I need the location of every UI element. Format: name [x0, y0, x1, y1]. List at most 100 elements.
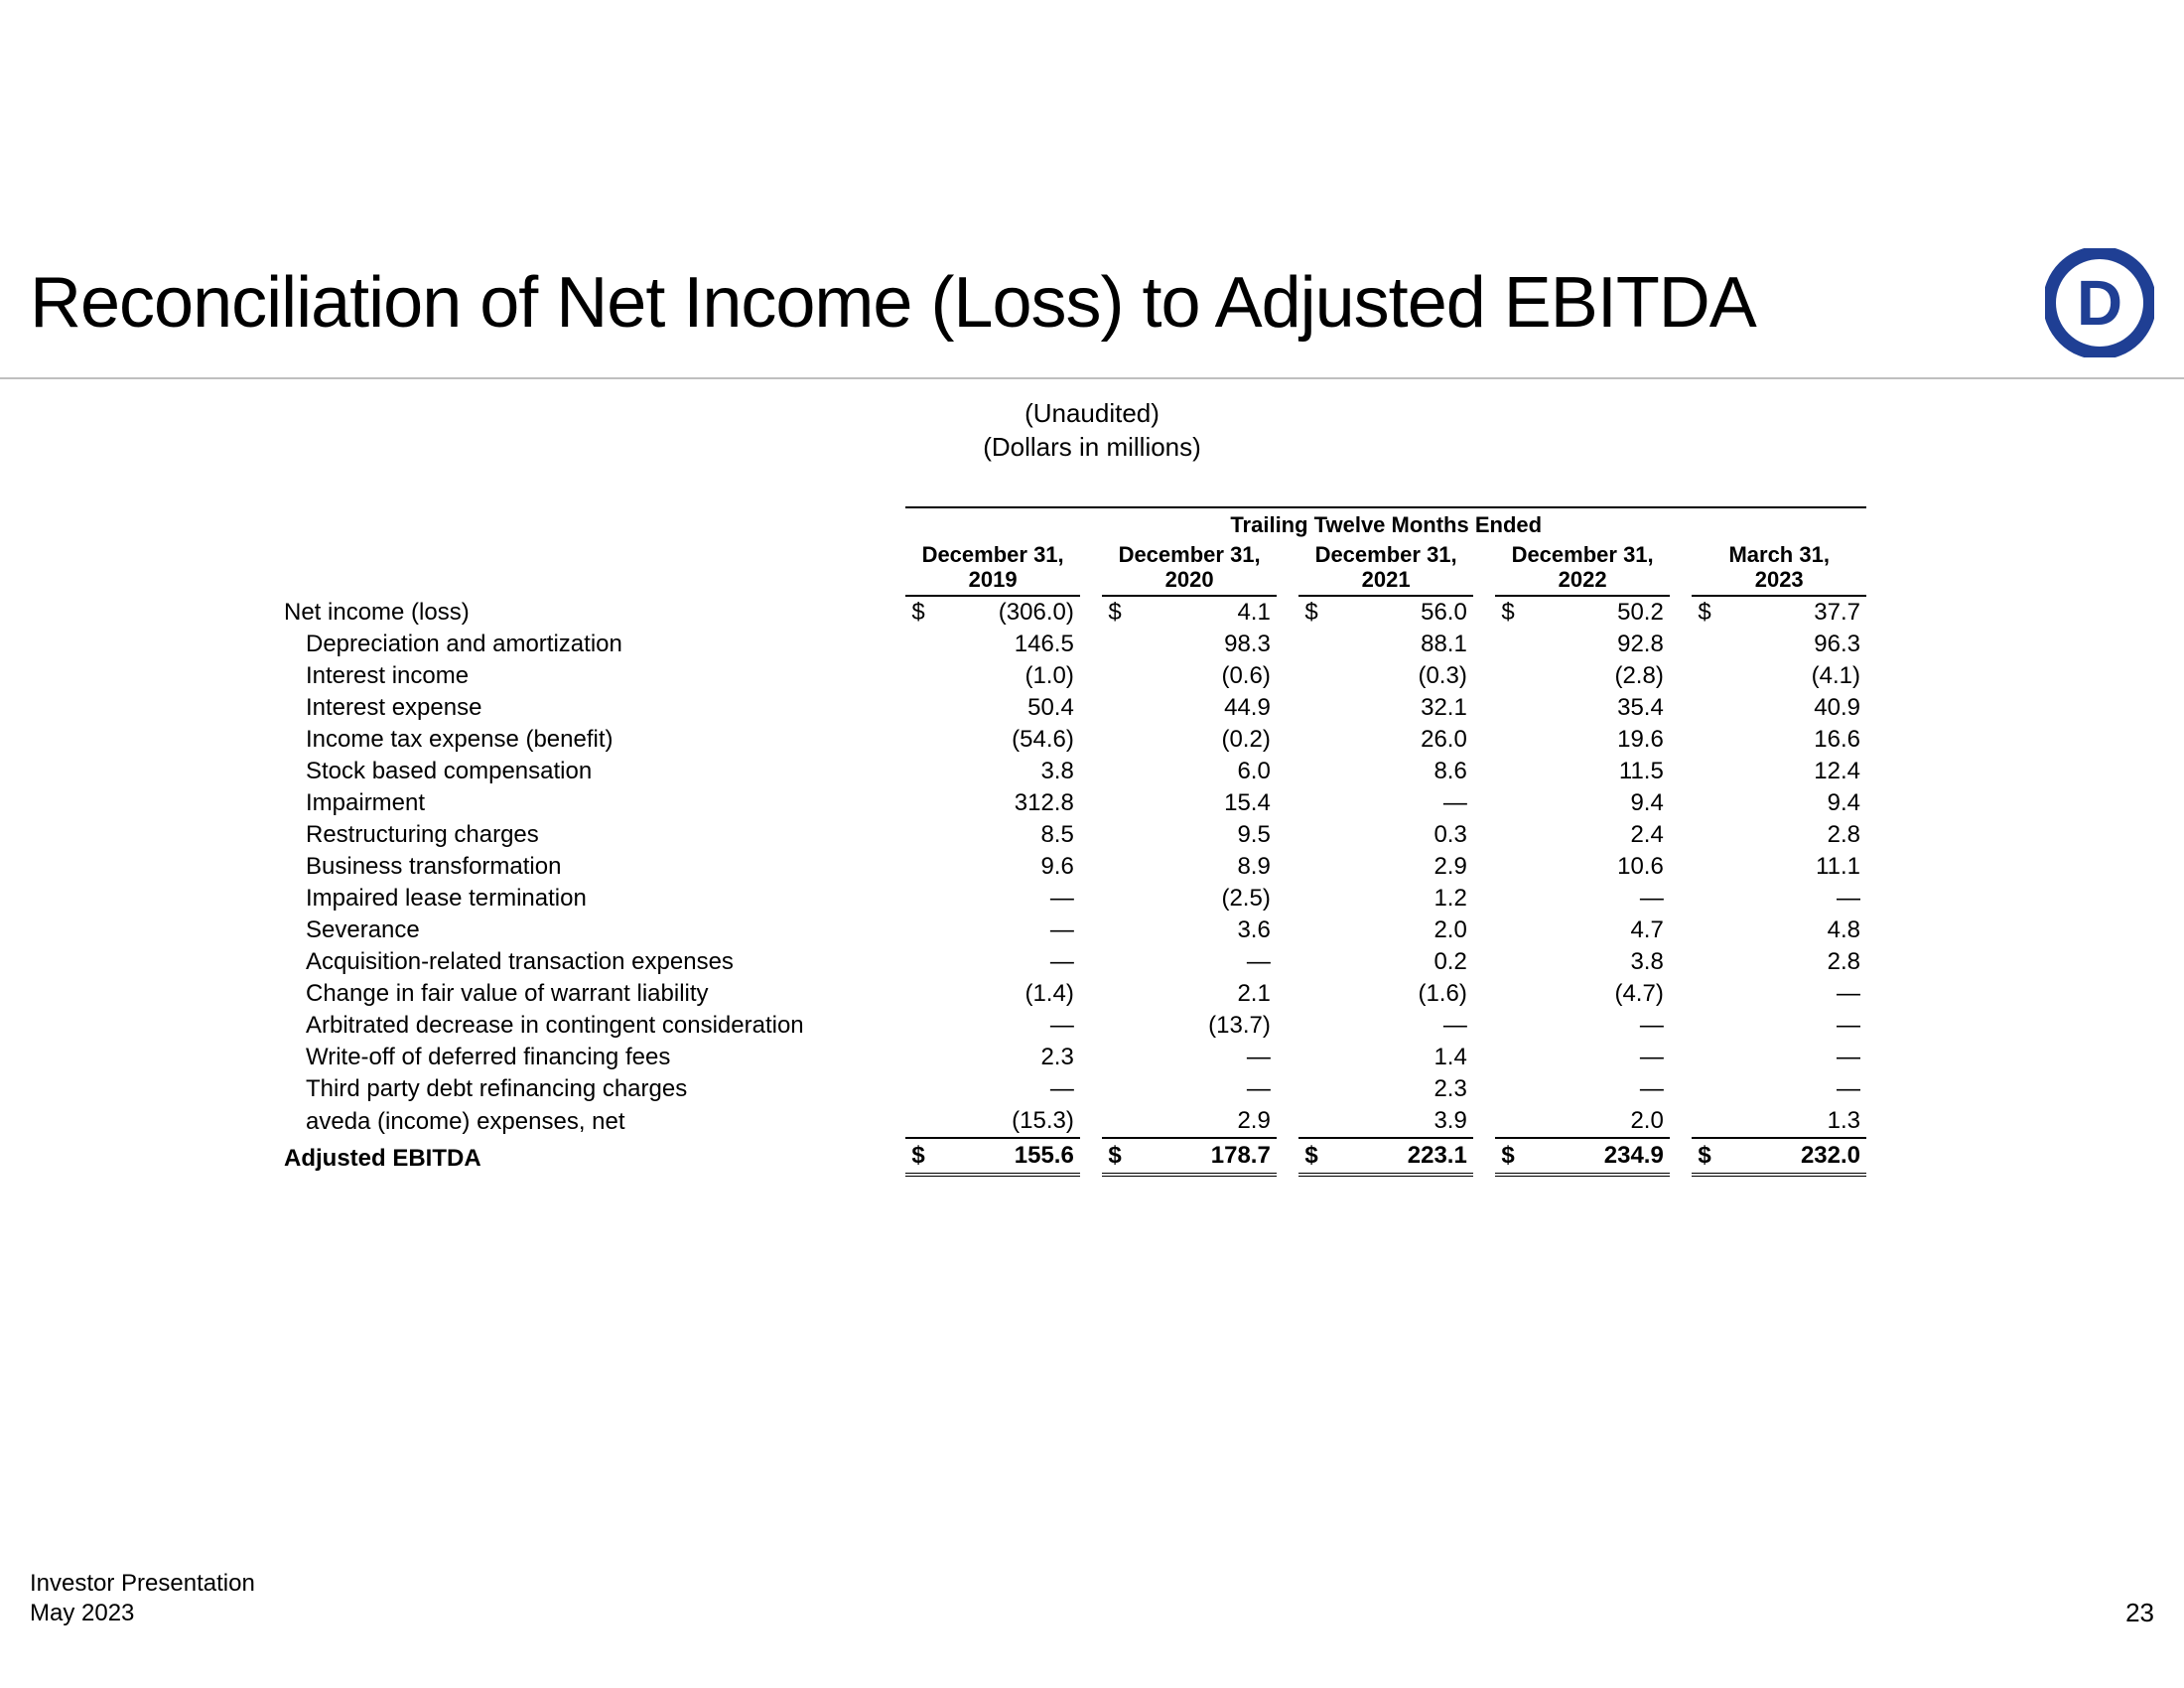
table-row: Impaired lease termination—(2.5)1.2——: [278, 883, 1866, 914]
cell-value: 312.8: [934, 787, 1080, 819]
cell-value: 9.4: [1524, 787, 1670, 819]
currency-symbol: [1298, 819, 1327, 851]
cell-value: 1.4: [1327, 1042, 1473, 1073]
currency-symbol: [1692, 1042, 1720, 1073]
currency-symbol: [1102, 819, 1131, 851]
table-row: Income tax expense (benefit)(54.6)(0.2)2…: [278, 724, 1866, 756]
currency-symbol: [905, 946, 934, 978]
currency-symbol: [1298, 914, 1327, 946]
footer-left: Investor Presentation May 2023: [30, 1569, 255, 1628]
cell-value: (4.1): [1720, 660, 1866, 692]
currency-symbol: [905, 1073, 934, 1105]
cell-value: 3.8: [1524, 946, 1670, 978]
cell-value: —: [1327, 787, 1473, 819]
logo-letter: D: [2077, 267, 2122, 339]
row-label: Business transformation: [278, 851, 905, 883]
currency-symbol: [1692, 660, 1720, 692]
currency-symbol: [1495, 756, 1524, 787]
table-row: Third party debt refinancing charges——2.…: [278, 1073, 1866, 1105]
cell-value: —: [1327, 1010, 1473, 1042]
cell-value: —: [1720, 883, 1866, 914]
currency-symbol: [1102, 629, 1131, 660]
currency-symbol: [1495, 724, 1524, 756]
table-row: Depreciation and amortization146.598.388…: [278, 629, 1866, 660]
table-row: aveda (income) expenses, net(15.3)2.93.9…: [278, 1105, 1866, 1138]
currency-symbol: [1102, 1042, 1131, 1073]
cell-value: 35.4: [1524, 692, 1670, 724]
total-label: Adjusted EBITDA: [278, 1138, 905, 1175]
page-number: 23: [2125, 1598, 2154, 1628]
currency-symbol: [905, 660, 934, 692]
cell-value: —: [934, 883, 1080, 914]
column-header: December 31,2019: [905, 540, 1079, 596]
cell-value: 146.5: [934, 629, 1080, 660]
total-value: 155.6: [934, 1138, 1080, 1175]
cell-value: (2.5): [1131, 883, 1277, 914]
column-header: December 31,2022: [1495, 540, 1669, 596]
currency-symbol: [1102, 1073, 1131, 1105]
cell-value: 2.3: [934, 1042, 1080, 1073]
currency-symbol: [1298, 692, 1327, 724]
company-logo: D: [2045, 248, 2154, 357]
currency-symbol: [1298, 724, 1327, 756]
table-row: Change in fair value of warrant liabilit…: [278, 978, 1866, 1010]
row-label: Write-off of deferred financing fees: [278, 1042, 905, 1073]
cell-value: 50.4: [934, 692, 1080, 724]
cell-value: 10.6: [1524, 851, 1670, 883]
cell-value: 9.4: [1720, 787, 1866, 819]
row-label: Impairment: [278, 787, 905, 819]
cell-value: 15.4: [1131, 787, 1277, 819]
currency-symbol: [1298, 978, 1327, 1010]
currency-symbol: [1102, 978, 1131, 1010]
cell-value: 32.1: [1327, 692, 1473, 724]
currency-symbol: [1692, 914, 1720, 946]
currency-symbol: [905, 787, 934, 819]
currency-symbol: $: [1692, 596, 1720, 629]
cell-value: —: [1720, 1073, 1866, 1105]
row-label: Net income (loss): [278, 596, 905, 629]
currency-symbol: [905, 883, 934, 914]
table-row: Interest income(1.0)(0.6)(0.3)(2.8)(4.1): [278, 660, 1866, 692]
currency-symbol: [1692, 629, 1720, 660]
currency-symbol: [1495, 1010, 1524, 1042]
cell-value: 40.9: [1720, 692, 1866, 724]
cell-value: 56.0: [1327, 596, 1473, 629]
table-row: Arbitrated decrease in contingent consid…: [278, 1010, 1866, 1042]
currency-symbol: [1495, 1105, 1524, 1138]
currency-symbol: [905, 724, 934, 756]
cell-value: (15.3): [934, 1105, 1080, 1138]
currency-symbol: [1102, 1010, 1131, 1042]
currency-symbol: [1298, 883, 1327, 914]
currency-symbol: [1495, 819, 1524, 851]
cell-value: 0.2: [1327, 946, 1473, 978]
cell-value: —: [934, 1073, 1080, 1105]
cell-value: (2.8): [1524, 660, 1670, 692]
cell-value: 26.0: [1327, 724, 1473, 756]
currency-symbol: $: [1298, 1138, 1327, 1175]
cell-value: 11.5: [1524, 756, 1670, 787]
currency-symbol: [1692, 756, 1720, 787]
cell-value: —: [1720, 1042, 1866, 1073]
table-row: Write-off of deferred financing fees 2.3 —…: [278, 1042, 1866, 1073]
title-divider: [0, 377, 2184, 379]
currency-symbol: [1298, 1042, 1327, 1073]
cell-value: (4.7): [1524, 978, 1670, 1010]
cell-value: —: [1720, 1010, 1866, 1042]
currency-symbol: [905, 692, 934, 724]
cell-value: —: [1524, 1073, 1670, 1105]
cell-value: 4.1: [1131, 596, 1277, 629]
currency-symbol: $: [1102, 1138, 1131, 1175]
row-label: Restructuring charges: [278, 819, 905, 851]
cell-value: (1.4): [934, 978, 1080, 1010]
cell-value: 92.8: [1524, 629, 1670, 660]
currency-symbol: [1692, 787, 1720, 819]
cell-value: 44.9: [1131, 692, 1277, 724]
cell-value: 9.6: [934, 851, 1080, 883]
column-header: December 31,2021: [1298, 540, 1472, 596]
currency-symbol: [1692, 978, 1720, 1010]
subtitle-units: (Dollars in millions): [0, 431, 2184, 465]
cell-value: (0.2): [1131, 724, 1277, 756]
currency-symbol: [1692, 1105, 1720, 1138]
cell-value: 8.9: [1131, 851, 1277, 883]
table-row: Severance—3.62.04.74.8: [278, 914, 1866, 946]
